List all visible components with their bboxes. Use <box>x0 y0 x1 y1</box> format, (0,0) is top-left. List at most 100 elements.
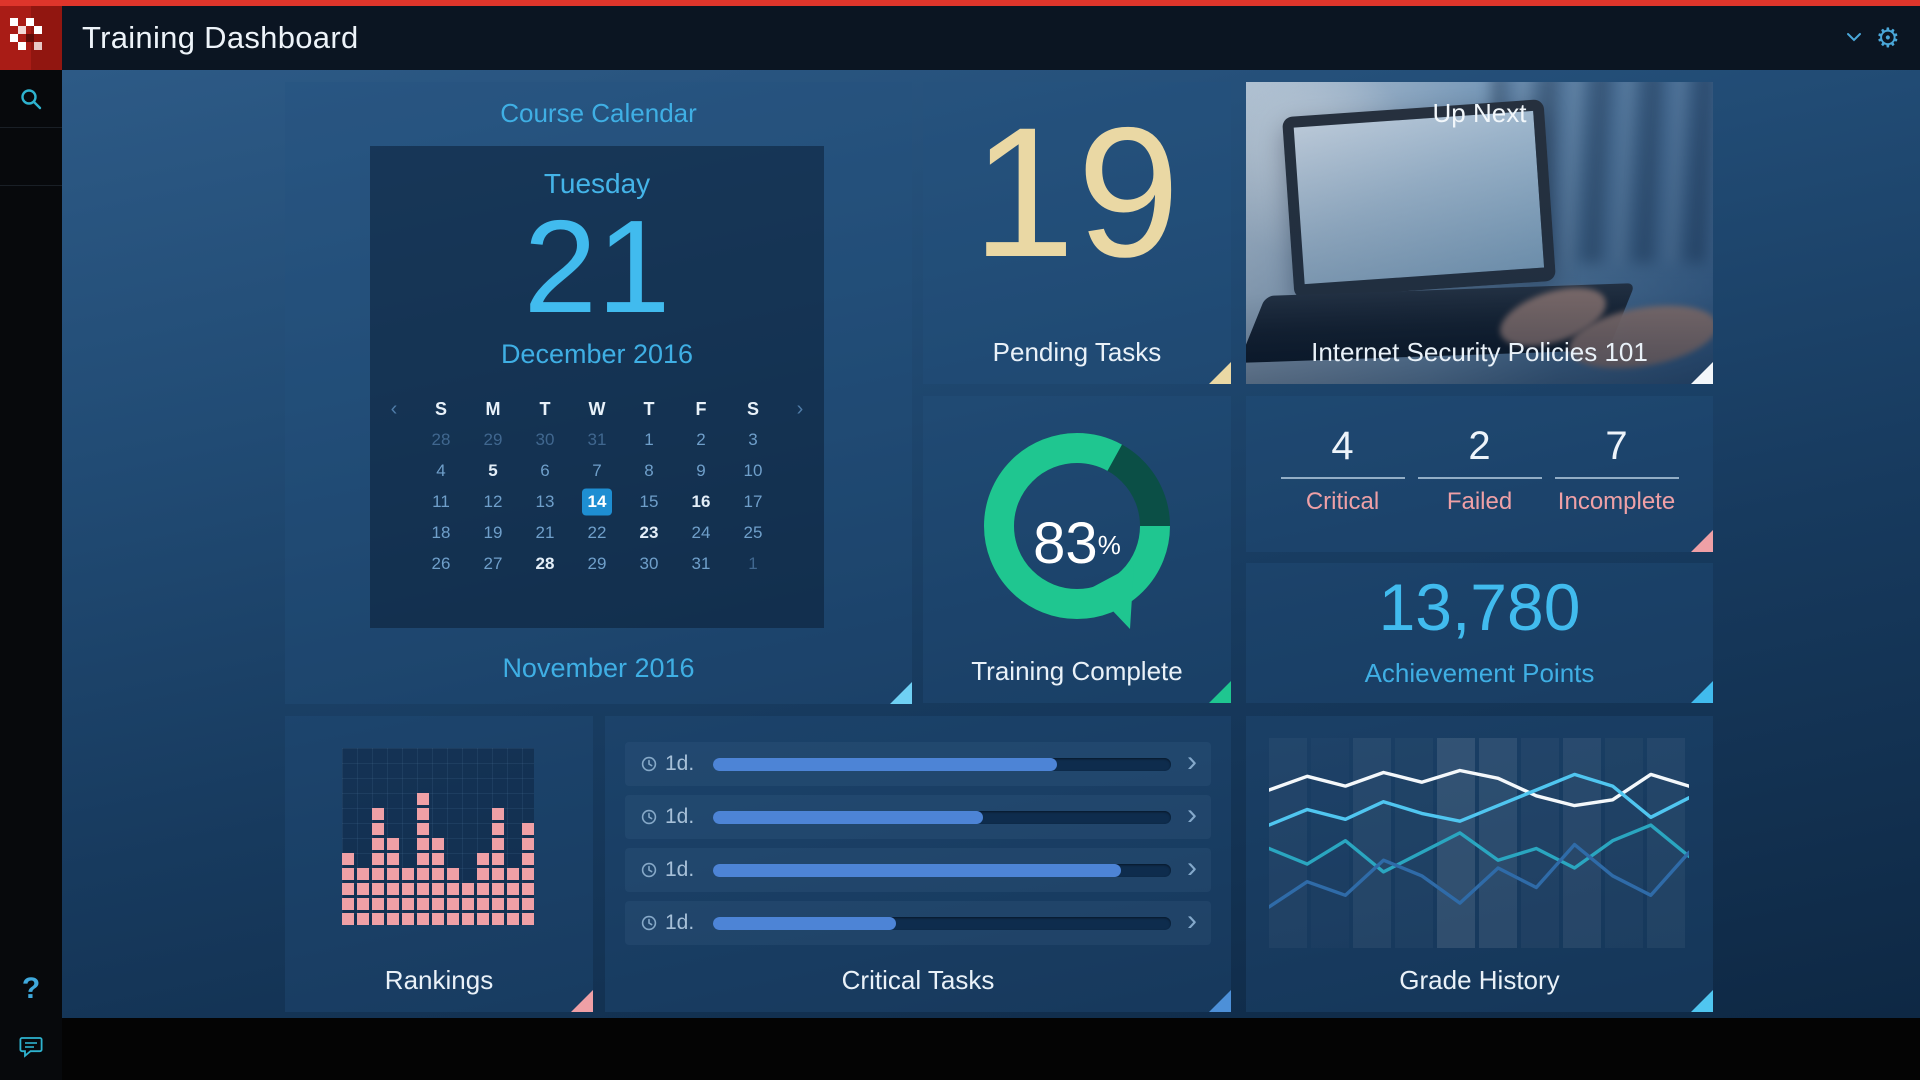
card-fold-corner[interactable] <box>1209 990 1231 1012</box>
help-button[interactable]: ? <box>0 960 62 1018</box>
chevron-down-icon[interactable] <box>1846 29 1862 47</box>
calendar-day[interactable]: 5 <box>488 461 498 481</box>
calendar-day[interactable]: 21 <box>535 523 555 543</box>
calendar-day[interactable]: 31 <box>587 430 607 450</box>
calendar-day-header: S <box>746 398 759 419</box>
rankings-block <box>522 838 534 850</box>
calendar-day[interactable]: 22 <box>587 523 607 543</box>
bottom-bar <box>0 1018 1920 1080</box>
grade-history-line-chart <box>1269 738 1689 948</box>
calendar-day[interactable]: 7 <box>592 461 602 481</box>
chat-button[interactable] <box>0 1018 62 1076</box>
rankings-block <box>447 913 459 925</box>
rankings-block <box>357 913 369 925</box>
task-progress-track <box>713 810 1171 824</box>
calendar-day[interactable]: 31 <box>691 554 711 574</box>
rankings-block <box>462 913 474 925</box>
rankings-block <box>522 868 534 880</box>
calendar-weekday: Tuesday <box>543 168 651 199</box>
chevron-right-icon[interactable]: › <box>1187 744 1197 778</box>
calendar-day[interactable]: 15 <box>639 492 659 512</box>
critical-task-row[interactable]: 1d. › <box>625 901 1211 945</box>
card-fold-corner[interactable] <box>1691 681 1713 703</box>
calendar-day[interactable]: 25 <box>743 523 763 543</box>
card-fold-corner[interactable] <box>890 682 912 704</box>
clock-icon <box>641 915 657 931</box>
calendar-day[interactable]: 29 <box>483 430 503 450</box>
critical-task-row[interactable]: 1d. › <box>625 848 1211 892</box>
grade-history-label: Grade History <box>1399 965 1560 995</box>
calendar-day[interactable]: 12 <box>483 492 503 512</box>
rankings-block <box>432 838 444 850</box>
calendar-day[interactable]: 26 <box>431 554 451 574</box>
rankings-block <box>417 838 429 850</box>
app-logo[interactable] <box>0 6 62 70</box>
calendar-day[interactable]: 6 <box>540 461 550 481</box>
rankings-block <box>432 868 444 880</box>
calendar-day[interactable]: 30 <box>535 430 555 450</box>
grade-bg-band <box>1353 738 1391 948</box>
critical-task-row[interactable]: 1d. › <box>625 795 1211 839</box>
chevron-right-icon[interactable]: › <box>1187 797 1197 831</box>
calendar-day[interactable]: 18 <box>431 523 451 543</box>
calendar-next-button[interactable]: › <box>796 397 804 420</box>
rankings-block <box>432 898 444 910</box>
calendar-day[interactable]: 11 <box>432 492 450 512</box>
card-fold-corner[interactable] <box>1691 990 1713 1012</box>
calendar-day[interactable]: 24 <box>691 523 711 543</box>
task-progress-fill <box>713 810 984 824</box>
calendar-day[interactable]: 14 <box>571 487 623 518</box>
calendar-day[interactable]: 3 <box>748 430 758 450</box>
rankings-block <box>387 838 399 850</box>
rankings-column <box>432 838 444 925</box>
calendar-day[interactable]: 19 <box>483 523 503 543</box>
settings-gear-icon[interactable]: ⚙ <box>1875 22 1900 53</box>
card-fold-corner[interactable] <box>571 990 593 1012</box>
rankings-block <box>447 883 459 895</box>
calendar-day[interactable]: 9 <box>696 461 706 481</box>
stat-label: Failed <box>1446 488 1513 515</box>
card-fold-corner[interactable] <box>1691 362 1713 384</box>
rankings-block <box>477 868 489 880</box>
calendar-week-row: 26 27 28 29 30 31 1 <box>415 549 779 580</box>
calendar-day[interactable]: 4 <box>436 461 446 481</box>
card-fold-corner[interactable] <box>1691 530 1713 552</box>
rankings-block <box>417 883 429 895</box>
calendar-day[interactable]: 13 <box>535 492 555 512</box>
calendar-day[interactable]: 28 <box>535 554 555 574</box>
calendar-prev-button[interactable]: ‹ <box>390 397 398 420</box>
up-next-course-name: Internet Security Policies 101 <box>1311 337 1648 367</box>
calendar-day[interactable]: 16 <box>691 492 711 512</box>
calendar-day[interactable]: 17 <box>743 492 763 512</box>
rankings-block <box>417 793 429 805</box>
chevron-right-icon[interactable]: › <box>1187 903 1197 937</box>
grade-line-light-blue <box>1269 772 1689 827</box>
rankings-block <box>387 898 399 910</box>
rankings-column <box>417 793 429 925</box>
critical-task-row[interactable]: 1d. › <box>625 742 1211 786</box>
chevron-right-icon[interactable]: › <box>1187 850 1197 884</box>
rankings-block <box>372 898 384 910</box>
calendar-day[interactable]: 2 <box>696 430 706 450</box>
calendar-day[interactable]: 1 <box>748 554 758 574</box>
card-fold-corner[interactable] <box>1209 681 1231 703</box>
rankings-block <box>492 808 504 820</box>
calendar-day[interactable]: 1 <box>644 430 654 450</box>
rankings-column <box>492 808 504 925</box>
header-bar: Training Dashboard ⚙ <box>0 6 1920 70</box>
calendar-day[interactable]: 29 <box>587 554 607 574</box>
achievement-points-label: Achievement Points <box>1364 658 1595 688</box>
calendar-day[interactable]: 23 <box>639 523 659 543</box>
calendar-day[interactable]: 28 <box>431 430 451 450</box>
rankings-block <box>462 883 474 895</box>
calendar-day[interactable]: 10 <box>743 461 763 481</box>
calendar-day[interactable]: 27 <box>483 554 503 574</box>
rankings-block <box>402 898 414 910</box>
calendar-day[interactable]: 8 <box>644 461 654 481</box>
training-percent: 83% <box>967 510 1187 577</box>
card-fold-corner[interactable] <box>1209 362 1231 384</box>
calendar-week-row: 4 5 6 7 8 9 10 <box>415 456 779 487</box>
calendar-day[interactable]: 30 <box>639 554 659 574</box>
search-button[interactable] <box>0 70 62 128</box>
up-next-card[interactable]: Up Next Internet Security Policies 101 <box>1246 82 1713 384</box>
